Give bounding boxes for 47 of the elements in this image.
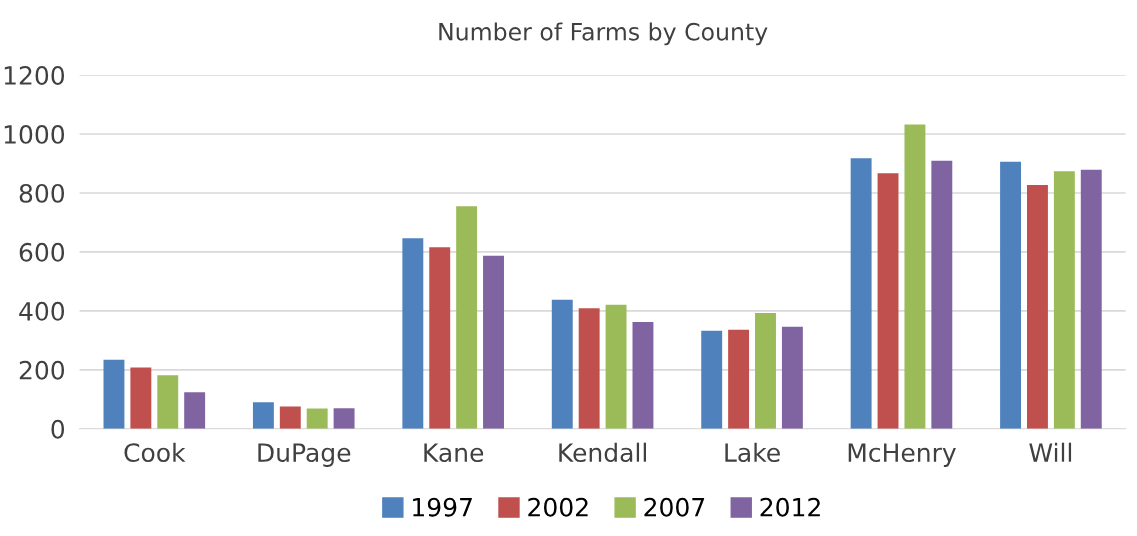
bar: [252, 402, 274, 429]
bar: [103, 359, 125, 429]
y-tick-label: 600: [19, 242, 65, 262]
bar: [1053, 171, 1075, 429]
bar: [130, 367, 152, 429]
legend-label: 2007: [644, 497, 705, 517]
y-tick-label: 1200: [4, 65, 65, 85]
bar: [429, 247, 451, 429]
bar: [456, 206, 478, 429]
bar: [850, 158, 872, 429]
x-tick-label: McHenry: [848, 443, 956, 467]
x-tick-label: DuPage: [258, 443, 351, 467]
legend-label: 2002: [528, 497, 588, 517]
bar: [728, 329, 750, 429]
bar: [157, 375, 179, 429]
y-tick-label: 0: [51, 419, 65, 439]
bar: [184, 392, 206, 429]
bar: [931, 160, 953, 429]
bar: [632, 322, 654, 429]
bar: [755, 312, 776, 429]
bar: [306, 408, 328, 429]
bar: [333, 408, 355, 429]
legend-label: 2012: [760, 497, 820, 517]
legend-label: 1997: [413, 497, 472, 517]
bar: [877, 173, 899, 429]
x-tick-label: Kane: [424, 443, 484, 463]
chart-title: Number of Farms by County: [439, 22, 768, 46]
bar: [402, 238, 424, 429]
bar: [904, 124, 926, 429]
x-tick-label: Lake: [725, 442, 780, 463]
bar: [701, 330, 723, 429]
bar: [578, 308, 600, 429]
y-tick-label: 800: [19, 183, 65, 203]
y-tick-label: 1000: [4, 124, 65, 144]
bar: [605, 304, 627, 429]
bar: [551, 299, 573, 429]
bar: [483, 255, 504, 429]
x-tick-label: Kendall: [559, 442, 646, 463]
bar: [1080, 169, 1102, 429]
bar: [1027, 185, 1048, 429]
bar: [1000, 161, 1022, 429]
bar: [279, 406, 301, 429]
y-tick-label: 400: [19, 301, 65, 321]
bar: [781, 326, 803, 429]
x-tick-label: Cook: [124, 442, 186, 463]
y-tick-label: 200: [19, 360, 65, 380]
x-tick-label: Will: [1029, 442, 1072, 462]
